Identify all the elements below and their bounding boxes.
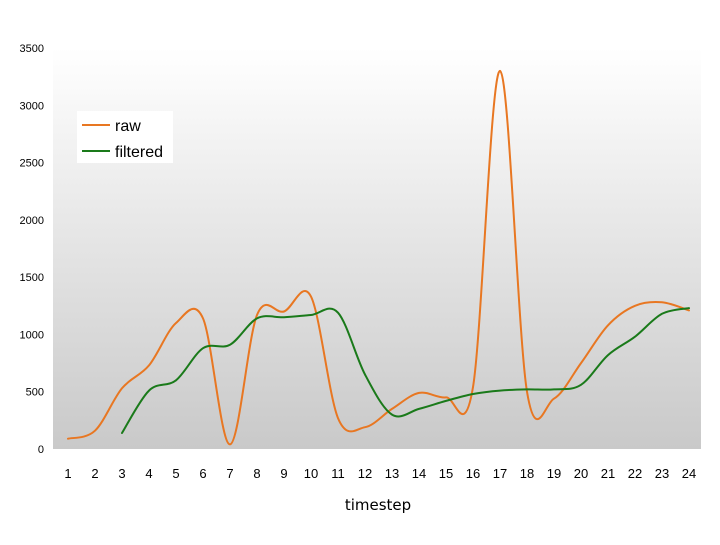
- x-tick-label: 12: [358, 466, 372, 481]
- x-tick-label: 1: [64, 466, 71, 481]
- x-tick-label: 11: [331, 466, 345, 481]
- x-axis: 1 2 3 4 5 6 7 8 9 10 11 12 13 14 15 16 17 18 19 20 21 22 23 24: [64, 466, 696, 481]
- y-tick-label: 3000: [20, 100, 44, 112]
- y-tick-label: 0: [38, 444, 44, 456]
- x-tick-label: 8: [253, 466, 260, 481]
- x-tick-label: 20: [574, 466, 588, 481]
- x-tick-label: 24: [682, 466, 696, 481]
- x-tick-label: 17: [493, 466, 507, 481]
- y-axis: 0 500 1000 1500 2000 2500 3000 3500: [20, 43, 44, 456]
- x-tick-label: 21: [601, 466, 615, 481]
- x-tick-label: 6: [199, 466, 206, 481]
- x-tick-label: 23: [655, 466, 669, 481]
- x-tick-label: 18: [520, 466, 534, 481]
- x-tick-label: 15: [439, 466, 453, 481]
- series-line-raw: [67, 69, 690, 446]
- series-line-filtered: [121, 307, 690, 434]
- x-tick-label: 16: [466, 466, 480, 481]
- y-tick-label: 2500: [20, 158, 44, 170]
- x-tick-label: 13: [385, 466, 399, 481]
- y-tick-label: 1000: [20, 329, 44, 341]
- x-axis-label: timestep: [345, 496, 411, 514]
- legend-label-raw: raw: [115, 118, 141, 135]
- x-tick-label: 10: [304, 466, 318, 481]
- y-tick-label: 500: [26, 387, 44, 399]
- y-tick-label: 1500: [20, 272, 44, 284]
- x-tick-label: 2: [91, 466, 98, 481]
- y-tick-label: 3500: [20, 43, 44, 55]
- x-tick-label: 5: [172, 466, 179, 481]
- y-tick-label: 2000: [20, 215, 44, 227]
- x-tick-label: 14: [412, 466, 426, 481]
- x-tick-label: 3: [118, 466, 125, 481]
- x-tick-label: 4: [145, 466, 152, 481]
- x-tick-label: 19: [547, 466, 561, 481]
- legend: raw filtered: [77, 111, 173, 163]
- legend-label-filtered: filtered: [115, 144, 163, 161]
- series-layer: [67, 69, 690, 446]
- x-tick-label: 22: [628, 466, 642, 481]
- x-tick-label: 9: [280, 466, 287, 481]
- legend-box: [77, 111, 173, 163]
- x-tick-label: 7: [226, 466, 233, 481]
